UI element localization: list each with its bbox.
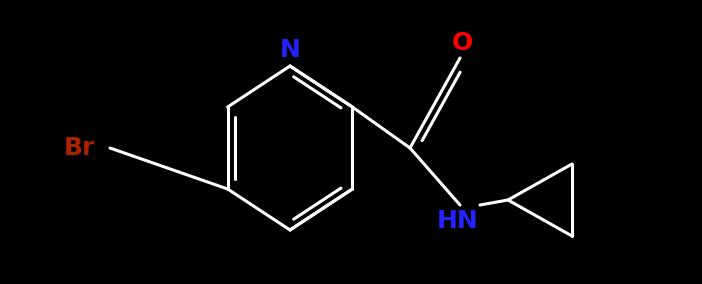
Text: N: N xyxy=(279,38,300,62)
Text: HN: HN xyxy=(437,209,479,233)
Text: O: O xyxy=(451,31,472,55)
Text: Br: Br xyxy=(64,136,95,160)
